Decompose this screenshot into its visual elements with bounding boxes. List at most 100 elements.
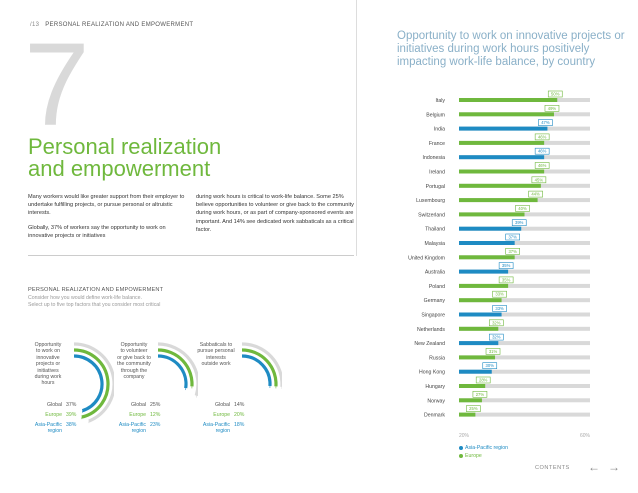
contents-link[interactable]: CONTENTS: [535, 465, 570, 471]
bar: [459, 155, 545, 160]
factor-arc: [73, 342, 114, 423]
bar-track: [459, 283, 590, 288]
stat-global: Global 25%: [116, 402, 160, 408]
stat-label: Asia-Pacific: [118, 422, 146, 428]
bar: [459, 226, 522, 231]
factor-arc: [241, 354, 272, 387]
bar: [459, 384, 486, 388]
factor-label-line: company: [123, 374, 145, 381]
factor-label-line: hours: [41, 380, 55, 387]
value-label: 40%: [518, 206, 527, 211]
category-label: Australia: [425, 270, 445, 276]
stat-asia-label-2: region: [32, 428, 66, 434]
category-label: Poland: [429, 284, 445, 290]
bar: [459, 412, 476, 417]
stat-value: 18%: [234, 422, 245, 428]
category-label: Malaysia: [425, 241, 446, 247]
section-name: PERSONAL REALIZATION AND EMPOWERMENT: [45, 22, 194, 28]
body-column-1: Many workers would like greater support …: [28, 193, 188, 246]
stat-label: Asia-Pacific: [34, 422, 62, 428]
value-tag: [505, 233, 520, 241]
legend-label: Asia-Pacific region: [465, 445, 508, 451]
category-label: Portugal: [426, 184, 445, 190]
category-label: Indonesia: [423, 155, 446, 161]
factor-arc: [241, 342, 282, 387]
legend-swatch: [459, 454, 463, 458]
factor-label-line: to volunteer: [120, 348, 148, 355]
stat-asia-label-2: region: [200, 428, 234, 434]
factor-arc: [157, 342, 198, 397]
bar: [459, 140, 545, 145]
bar: [459, 298, 502, 303]
bar: [459, 112, 554, 117]
stat-europe: Europe 20%: [200, 412, 244, 418]
category-label: Switzerland: [418, 212, 445, 218]
factor-label: Opportunity to work on innovative projec…: [30, 342, 66, 387]
stat-europe: Europe 12%: [116, 412, 160, 418]
factor-label-line: the community: [117, 361, 151, 368]
bar: [459, 283, 509, 288]
body-paragraph: Globally, 37% of workers say the opportu…: [28, 224, 166, 239]
value-tag: [498, 276, 514, 284]
stat-asia: Asia-Pacific 18%: [200, 422, 245, 428]
value-tag: [515, 205, 530, 212]
category-label: Norway: [427, 398, 445, 404]
bar-track: [459, 355, 590, 360]
value-tag: [544, 105, 560, 112]
stat-value: 37%: [66, 402, 77, 408]
stat-europe: Europe 39%: [32, 412, 76, 418]
body-column-2: during work hours is critical to work-li…: [196, 193, 356, 240]
legend-item-europe: Europe: [459, 452, 508, 460]
survey-subtitle-line: Select up to five top factors that you c…: [28, 302, 161, 308]
stat-asia: Asia-Pacific 38%: [32, 422, 77, 428]
page-header: /13 PERSONAL REALIZATION AND EMPOWERMENT: [30, 22, 193, 28]
stat-value: 20%: [234, 412, 245, 418]
value-label: 33%: [495, 306, 504, 311]
factor-arc: [73, 354, 104, 413]
title-line-1: Personal realization: [28, 134, 222, 159]
stat-value: 39%: [66, 412, 77, 418]
bar: [459, 355, 496, 360]
value-tag: [485, 348, 501, 355]
factor-label: Sabbaticals to pursue personal interests…: [192, 342, 240, 368]
factor-label-line: through the: [120, 367, 148, 374]
bar: [459, 369, 492, 374]
bar: [459, 183, 541, 188]
stat-label: region: [47, 428, 62, 434]
stat-label: Global: [47, 402, 62, 408]
factor-label-line: or give back to: [117, 354, 151, 361]
value-label: 46%: [538, 163, 547, 168]
bar: [459, 255, 515, 260]
value-tag: [547, 90, 563, 98]
bar: [459, 341, 499, 346]
value-tag: [528, 190, 543, 198]
body-paragraph: during work hours is critical to work-li…: [196, 194, 354, 233]
stat-value: 14%: [234, 402, 245, 408]
factor-label: Opportunity to volunteer or give back to…: [114, 342, 154, 380]
factor-sabbaticals: Sabbaticals to pursue personal interests…: [197, 318, 282, 448]
next-page-arrow-icon[interactable]: →: [608, 460, 620, 474]
prev-page-arrow-icon[interactable]: ←: [588, 460, 600, 474]
bar-track: [459, 298, 590, 303]
category-label: Hong Kong: [419, 370, 445, 376]
bar: [459, 326, 499, 331]
value-tag: [492, 305, 507, 312]
legend-label: Europe: [465, 453, 482, 459]
bar: [459, 269, 509, 274]
vertical-divider: [356, 0, 357, 256]
factor-label-line: outside work: [201, 361, 231, 368]
value-tag: [466, 405, 481, 412]
value-tag: [475, 376, 491, 384]
value-label: 28%: [479, 378, 488, 383]
value-label: 37%: [508, 249, 517, 254]
factor-arcs: [73, 342, 114, 424]
bar-track: [459, 226, 590, 231]
title-line-2: and empowerment: [28, 156, 211, 181]
bar: [459, 312, 502, 317]
factor-label-line: projects or: [35, 361, 61, 368]
bar: [459, 198, 538, 203]
bar: [459, 98, 558, 102]
x-tick-label: 20%: [459, 433, 470, 439]
bar: [459, 169, 545, 174]
bar-track: [459, 326, 590, 331]
